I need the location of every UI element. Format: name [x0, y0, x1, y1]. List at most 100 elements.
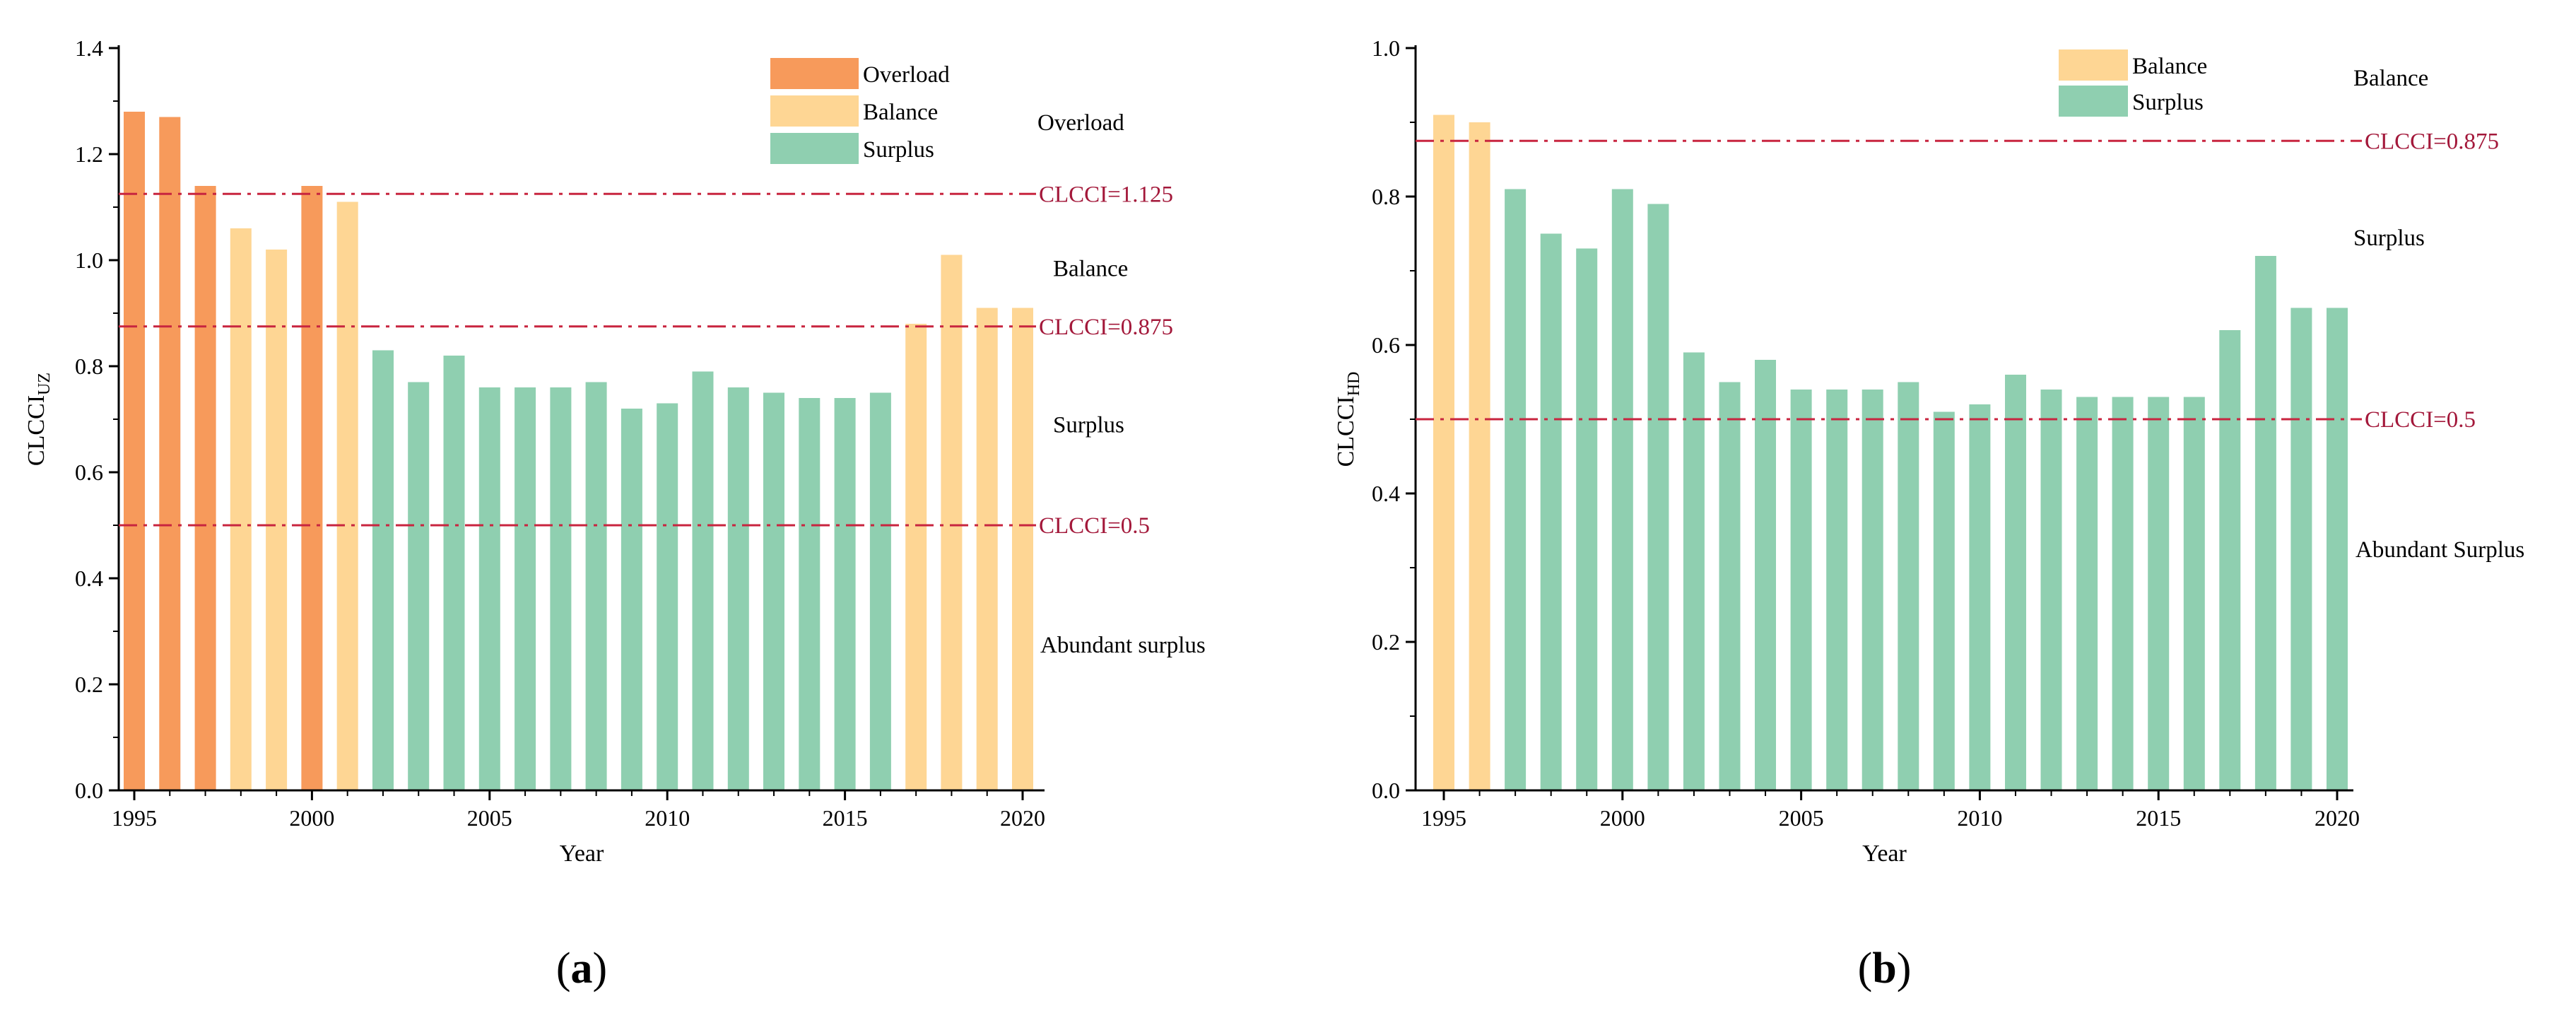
bar-2018	[941, 255, 963, 790]
bar-2003	[1719, 382, 1741, 790]
bar-1997	[1505, 189, 1527, 790]
reference-line-label: CLCCI=0.5	[2365, 407, 2476, 433]
panel-label-letter: b	[1872, 944, 1896, 993]
x-axis-title: Year	[1862, 841, 1907, 867]
y-axis-title: CLCCIUZ	[23, 373, 54, 466]
legend-swatch	[770, 58, 859, 89]
bar-2013	[2076, 397, 2098, 790]
reference-line-label: CLCCI=0.875	[1039, 315, 1173, 340]
zone-label: Balance	[2353, 66, 2428, 91]
bar-1995	[1433, 115, 1454, 790]
zone-label: Overload	[1037, 110, 1124, 136]
y-tick-label: 1.0	[1372, 35, 1400, 61]
legend-swatch	[2059, 86, 2128, 117]
bar-2019	[976, 308, 998, 790]
panel-label-open: (	[1858, 944, 1873, 993]
zone-label: Surplus	[1053, 413, 1124, 438]
legend-label: Surplus	[2132, 90, 2204, 115]
legend-label: Surplus	[863, 137, 934, 163]
bar-2004	[443, 356, 465, 790]
x-tick-label: 2005	[1779, 805, 1824, 831]
y-tick-label: 0.8	[75, 353, 103, 379]
reference-line-label: CLCCI=1.125	[1039, 182, 1173, 207]
y-tick-label: 0.4	[75, 566, 103, 591]
y-tick-label: 0.8	[1372, 184, 1400, 209]
bar-2009	[621, 409, 642, 790]
x-tick-label: 2015	[2136, 805, 2181, 831]
bar-2003	[408, 382, 430, 790]
bar-2001	[336, 201, 358, 790]
bar-2004	[1755, 360, 1776, 790]
zone-label: Abundant Surplus	[2356, 537, 2524, 563]
zone-label: Surplus	[2353, 226, 2425, 251]
x-tick-label: 2020	[1000, 805, 1045, 831]
y-tick-label: 1.0	[75, 247, 103, 273]
x-tick-label: 2010	[1957, 805, 2002, 831]
y-tick-label: 0.4	[1372, 481, 1400, 506]
bar-2019	[2290, 308, 2312, 790]
bar-2006	[1826, 390, 1848, 790]
x-tick-label: 2020	[2315, 805, 2360, 831]
y-axis-title-main: CLCCI	[1333, 396, 1359, 467]
y-axis-title-subscript: HD	[1345, 372, 1363, 397]
panel-label-open: (	[556, 944, 571, 993]
panel-b-chart: 0.0 0.2 0.4 0.6 0.8 1.0 1995 2000 2005 2010 2015 20…	[1333, 35, 2524, 993]
legend-label: Balance	[863, 100, 938, 125]
bar-2002	[1683, 352, 1705, 790]
bar-2005	[478, 387, 500, 790]
x-tick-label: 2015	[823, 805, 868, 831]
y-tick-label: 0.6	[75, 460, 103, 485]
zone-label: Balance	[1053, 256, 1128, 281]
x-tick-label: 1995	[112, 805, 157, 831]
x-tick-label: 2000	[289, 805, 334, 831]
y-tick-label: 0.0	[75, 778, 103, 803]
bar-2011	[2005, 375, 2026, 790]
legend-swatch	[2059, 49, 2128, 81]
bar-2007	[550, 387, 572, 790]
bar-2014	[2112, 397, 2134, 790]
bar-1999	[1576, 248, 1598, 790]
bar-2013	[763, 392, 784, 790]
y-tick-label: 0.6	[1372, 332, 1400, 358]
y-tick-label: 0.0	[1372, 778, 1400, 803]
zone-label: Abundant surplus	[1040, 633, 1206, 658]
bar-2009	[1933, 411, 1955, 790]
bar-2012	[727, 387, 749, 790]
bar-1998	[1540, 233, 1562, 790]
bar-1998	[230, 228, 252, 790]
bar-2016	[869, 392, 891, 790]
bar-2017	[2219, 330, 2241, 790]
panel-a-chart: 0.0 0.2 0.4 0.6 0.8 1.0 1.2 1.4 1995 2000 2005 2010…	[23, 35, 1206, 993]
x-tick-label: 2005	[467, 805, 512, 831]
bar-2002	[372, 350, 394, 790]
bar-2008	[585, 382, 607, 790]
bar-1996	[159, 117, 181, 790]
y-axis-title: CLCCIHD	[1333, 372, 1363, 467]
bar-2008	[1898, 382, 1919, 790]
x-tick-label: 2000	[1600, 805, 1645, 831]
bar-2012	[2040, 390, 2062, 790]
bar-2007	[1862, 390, 1883, 790]
bar-2014	[799, 398, 821, 790]
y-tick-label: 1.2	[75, 141, 103, 167]
bar-2000	[301, 186, 323, 790]
panel-label: (a)	[556, 944, 607, 993]
panel-label-close: )	[1897, 944, 1912, 993]
bar-1997	[194, 186, 216, 790]
bar-2015	[834, 398, 856, 790]
y-tick-label: 0.2	[1372, 629, 1400, 655]
legend-swatch	[770, 95, 859, 127]
y-tick-label: 1.4	[75, 35, 103, 61]
y-axis-title-subscript: UZ	[35, 373, 54, 395]
bar-2015	[2148, 397, 2170, 790]
x-axis-title: Year	[560, 841, 604, 867]
bar-2000	[1611, 189, 1633, 790]
bar-2001	[1647, 204, 1669, 790]
legend-swatch	[770, 133, 859, 164]
bar-1999	[266, 250, 288, 790]
bar-1995	[124, 112, 145, 790]
legend-label: Overload	[863, 62, 950, 88]
bar-2020	[2327, 308, 2348, 790]
x-tick-label: 1995	[1421, 805, 1466, 831]
